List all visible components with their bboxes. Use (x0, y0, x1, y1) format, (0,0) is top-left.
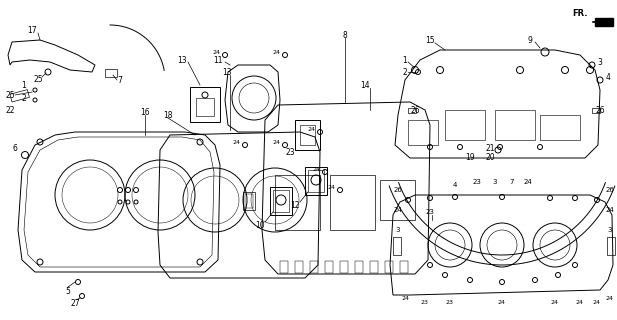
Text: 24: 24 (328, 185, 336, 189)
Text: 13: 13 (222, 68, 232, 76)
Bar (105, 69, 117, 77)
Text: 5: 5 (65, 287, 70, 297)
Bar (295, 120, 320, 150)
Text: 24: 24 (213, 50, 221, 54)
Text: 4: 4 (605, 73, 610, 82)
Bar (495, 110, 535, 140)
Bar (280, 261, 288, 273)
Text: 23: 23 (285, 148, 295, 156)
Bar (370, 261, 378, 273)
Bar (330, 175, 375, 230)
Bar (10, 90, 30, 102)
Text: 19: 19 (465, 153, 475, 162)
Text: 23: 23 (426, 209, 434, 215)
Bar (380, 180, 415, 220)
Text: 11: 11 (213, 55, 223, 65)
Text: 2: 2 (22, 93, 27, 102)
Text: 24: 24 (308, 126, 316, 132)
Text: 24: 24 (606, 295, 614, 300)
Text: 1: 1 (22, 81, 27, 90)
Text: 24: 24 (498, 300, 506, 305)
Text: 3: 3 (493, 179, 497, 185)
Text: 24: 24 (394, 207, 402, 213)
Bar (308, 170, 324, 192)
Bar (595, 18, 613, 26)
Bar (273, 190, 289, 212)
Text: 16: 16 (140, 108, 150, 116)
Bar (295, 261, 303, 273)
Bar (385, 261, 393, 273)
Text: 20: 20 (485, 153, 495, 162)
Text: 17: 17 (27, 26, 37, 35)
Bar (408, 120, 438, 145)
Bar (393, 237, 401, 255)
Text: 27: 27 (70, 300, 80, 308)
Text: 15: 15 (425, 36, 435, 44)
Bar (190, 87, 220, 122)
Text: 24: 24 (313, 166, 321, 172)
Text: 24: 24 (402, 295, 410, 300)
Text: 23: 23 (473, 179, 481, 185)
Bar (325, 261, 333, 273)
Text: 25: 25 (33, 75, 43, 84)
Bar (305, 167, 327, 195)
Text: FR.: FR. (573, 9, 588, 18)
Text: 24: 24 (551, 300, 559, 305)
Bar (275, 175, 320, 230)
Bar (245, 194, 253, 208)
Text: 3: 3 (597, 58, 602, 67)
Text: 12: 12 (290, 201, 300, 210)
Text: 26: 26 (394, 187, 402, 193)
Text: 24: 24 (593, 300, 601, 305)
Text: 14: 14 (360, 81, 370, 90)
Text: 23: 23 (446, 300, 454, 305)
Text: 9: 9 (528, 36, 532, 44)
Text: 7: 7 (118, 76, 122, 84)
Bar (300, 125, 315, 145)
Bar (607, 237, 615, 255)
Bar (408, 108, 416, 113)
Text: 24: 24 (606, 207, 615, 213)
Bar (355, 261, 363, 273)
Bar (243, 192, 255, 210)
Bar (340, 261, 348, 273)
Text: 26: 26 (410, 106, 420, 115)
Text: 3: 3 (608, 227, 612, 233)
Text: 18: 18 (164, 110, 173, 119)
Text: 3: 3 (395, 227, 400, 233)
Bar (310, 261, 318, 273)
Text: 26: 26 (605, 187, 615, 193)
Bar (196, 98, 214, 116)
Text: 13: 13 (177, 55, 187, 65)
Text: 21: 21 (485, 143, 495, 153)
Text: 1: 1 (403, 55, 407, 65)
Bar (540, 115, 580, 140)
Text: 24: 24 (233, 140, 241, 145)
Text: 25: 25 (5, 91, 15, 100)
Text: 24: 24 (576, 300, 584, 305)
Text: 24: 24 (524, 179, 532, 185)
Text: 2: 2 (403, 68, 407, 76)
Bar (400, 261, 408, 273)
Text: 4: 4 (453, 182, 457, 188)
Text: 7: 7 (510, 179, 514, 185)
Text: 6: 6 (12, 143, 17, 153)
Text: 10: 10 (255, 220, 265, 229)
Bar (270, 187, 292, 215)
Text: 22: 22 (6, 106, 15, 115)
Text: 24: 24 (273, 50, 281, 54)
Text: 8: 8 (342, 30, 347, 39)
Bar (592, 108, 600, 113)
Text: 23: 23 (421, 300, 429, 305)
Text: 26: 26 (595, 106, 605, 115)
Bar (445, 110, 485, 140)
Text: 24: 24 (273, 140, 281, 145)
